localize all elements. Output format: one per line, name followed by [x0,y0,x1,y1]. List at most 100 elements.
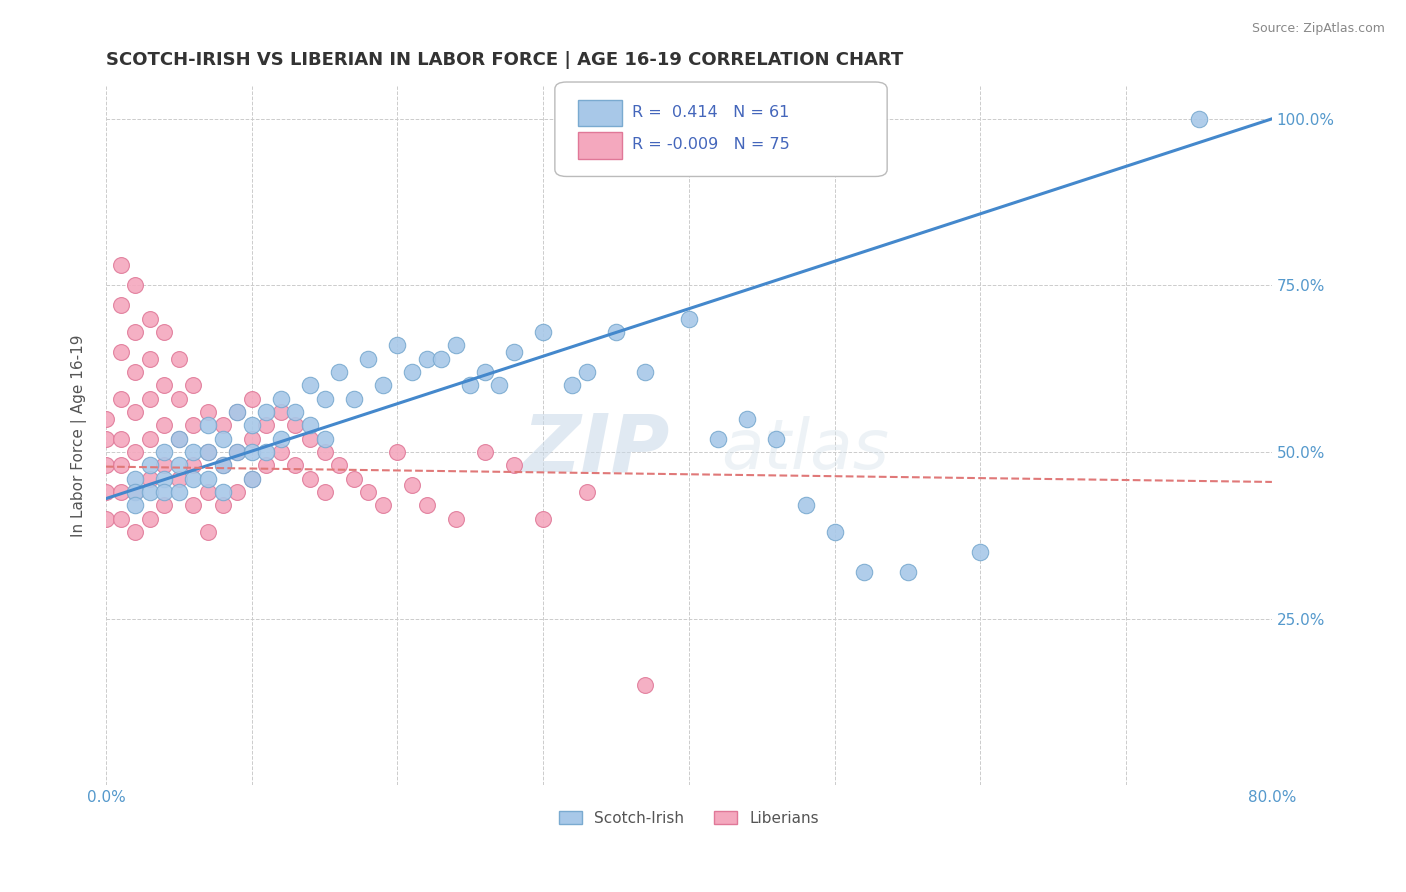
Point [707,432,730,446]
Point [124,278,146,293]
Point [401,478,423,492]
Point [124,484,146,499]
Point [474,445,496,459]
Point [254,418,277,433]
Point [124,405,146,419]
Point [270,392,292,406]
Point [240,472,263,486]
Point [124,365,146,379]
Point [430,351,453,366]
Point [284,405,307,419]
Text: ZIP: ZIP [522,410,669,488]
Point [110,259,132,273]
Point [183,418,205,433]
Text: Source: ZipAtlas.com: Source: ZipAtlas.com [1251,22,1385,36]
Point [153,472,176,486]
Text: R =  0.414   N = 61: R = 0.414 N = 61 [631,104,789,120]
Point [503,458,526,473]
Point [531,325,554,339]
Point [299,418,322,433]
FancyBboxPatch shape [578,100,623,126]
FancyBboxPatch shape [578,132,623,159]
Point [124,524,146,539]
Point [357,351,380,366]
Point [240,472,263,486]
Point [474,365,496,379]
Point [444,338,467,352]
Point [1188,112,1211,126]
Point [94,511,117,525]
Point [765,432,787,446]
Point [444,511,467,525]
Point [328,365,350,379]
Point [634,365,657,379]
Point [240,392,263,406]
Text: atlas: atlas [721,416,890,483]
Point [211,498,233,512]
Point [138,432,160,446]
Point [211,484,233,499]
Point [197,405,219,419]
Point [197,472,219,486]
Text: SCOTCH-IRISH VS LIBERIAN IN LABOR FORCE | AGE 16-19 CORRELATION CHART: SCOTCH-IRISH VS LIBERIAN IN LABOR FORCE … [105,51,903,69]
Point [153,498,176,512]
FancyBboxPatch shape [555,82,887,177]
Point [197,445,219,459]
Point [110,458,132,473]
Point [124,445,146,459]
Point [488,378,510,392]
Point [240,432,263,446]
Point [138,484,160,499]
Point [110,432,132,446]
Point [138,392,160,406]
Point [153,445,176,459]
Point [794,498,817,512]
Point [197,445,219,459]
Point [357,484,380,499]
Point [824,524,846,539]
Point [167,392,190,406]
Point [605,325,627,339]
Point [226,484,249,499]
Point [343,472,366,486]
Point [110,345,132,359]
Point [226,405,249,419]
Point [138,472,160,486]
Point [226,445,249,459]
Point [460,378,482,392]
Point [299,472,322,486]
Point [415,351,437,366]
Point [575,365,598,379]
Point [226,405,249,419]
Point [531,511,554,525]
Point [167,351,190,366]
Point [371,498,394,512]
Point [415,498,437,512]
Point [167,484,190,499]
Point [197,484,219,499]
Point [240,418,263,433]
Point [124,325,146,339]
Point [314,445,336,459]
Point [270,405,292,419]
Point [299,432,322,446]
Point [167,432,190,446]
Point [254,445,277,459]
Point [314,392,336,406]
Point [387,338,409,352]
Point [254,458,277,473]
Point [110,511,132,525]
Text: R = -0.009   N = 75: R = -0.009 N = 75 [631,137,790,153]
Point [211,418,233,433]
Point [153,458,176,473]
Point [284,458,307,473]
Point [94,411,117,425]
Point [503,345,526,359]
Point [124,472,146,486]
Point [183,472,205,486]
Point [896,565,918,579]
Legend: Scotch-Irish, Liberians: Scotch-Irish, Liberians [551,803,827,833]
Point [211,458,233,473]
Point [270,432,292,446]
Point [167,458,190,473]
